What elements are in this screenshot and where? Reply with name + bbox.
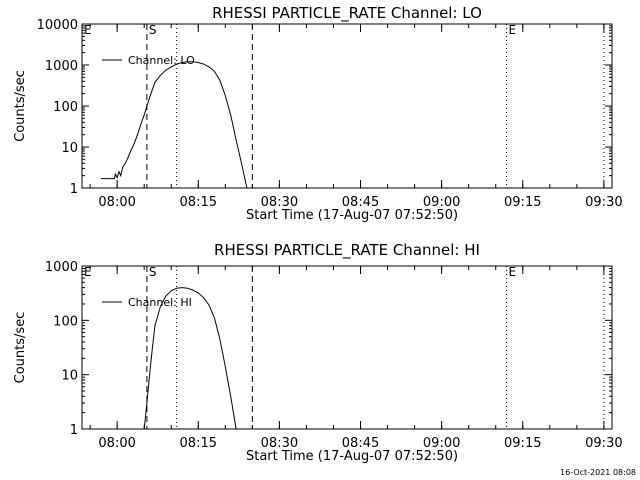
series-line [143, 287, 237, 430]
y-tick-label: 10 [61, 141, 78, 156]
y-tick-label: 1000 [45, 59, 78, 74]
x-axis-label: Start Time (17-Aug-07 07:52:50) [246, 208, 458, 223]
x-tick-label: 09:00 [423, 436, 460, 451]
x-tick-label: 09:15 [504, 195, 541, 210]
y-axis-label: Counts/sec [13, 312, 28, 384]
y-axis-label: Counts/sec [13, 70, 28, 142]
x-tick-label: 09:30 [585, 195, 622, 210]
figure-timestamp: 16-Oct-2021 08:08 [560, 468, 636, 477]
x-tick-label: 08:45 [342, 436, 379, 451]
y-tick-label: 100 [53, 314, 78, 329]
x-tick-label: 08:45 [342, 195, 379, 210]
x-tick-label: 08:00 [98, 436, 135, 451]
x-tick-label: 09:00 [423, 195, 460, 210]
x-tick-label: 08:15 [180, 436, 217, 451]
x-tick-label: 09:15 [504, 436, 541, 451]
x-tick-label: 08:15 [180, 195, 217, 210]
y-tick-label: 10000 [37, 18, 78, 33]
y-tick-label: 1 [70, 182, 78, 197]
event-marker-label: E [84, 23, 92, 37]
panel-lo: RHESSI PARTICLE_RATE Channel: LO 1 10 100 10… [13, 4, 623, 223]
event-marker-label: E [84, 265, 92, 279]
chart-title: RHESSI PARTICLE_RATE Channel: LO [212, 4, 482, 23]
y-tick-label: 1000 [45, 260, 78, 275]
event-marker-label: E [509, 23, 517, 37]
legend-label: Channel: LO [128, 54, 195, 67]
panel-hi: RHESSI PARTICLE_RATE Channel: HI 1 10 100 10… [13, 241, 623, 464]
x-tick-label: 09:30 [585, 436, 622, 451]
plot-frame [81, 265, 613, 430]
event-marker-label: S [149, 23, 157, 37]
chart-title: RHESSI PARTICLE_RATE Channel: HI [214, 241, 480, 260]
y-tick-label: 100 [53, 100, 78, 115]
legend-label: Channel: HI [128, 296, 192, 309]
x-axis-label: Start Time (17-Aug-07 07:52:50) [246, 449, 458, 464]
x-tick-label: 08:30 [261, 436, 298, 451]
x-tick-label: 08:30 [261, 195, 298, 210]
y-tick-label: 1 [70, 423, 78, 438]
y-tick-label: 10 [61, 369, 78, 384]
plot-frame [81, 23, 613, 189]
event-marker-label: E [509, 265, 517, 279]
event-marker-label: S [149, 265, 157, 279]
x-tick-label: 08:00 [98, 195, 135, 210]
series-line [100, 61, 248, 189]
